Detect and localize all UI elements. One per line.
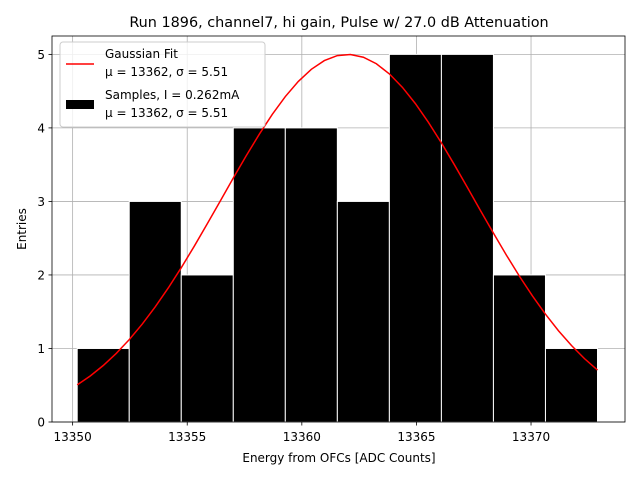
histogram-bar [128, 200, 182, 423]
x-tick-label: 13350 [54, 430, 92, 444]
x-tick-label: 13355 [168, 430, 206, 444]
y-tick-label: 4 [37, 121, 45, 135]
y-axis-ticks: 0 1 2 3 4 5 [37, 48, 52, 430]
histogram-bar [336, 200, 390, 423]
histogram-bar [388, 53, 442, 423]
legend: Gaussian Fit μ = 13362, σ = 5.51 Samples… [59, 41, 266, 128]
legend-fit-stats: μ = 13362, σ = 5.51 [105, 65, 228, 79]
x-tick-label: 13365 [397, 430, 435, 444]
y-axis-label: Entries [15, 208, 29, 250]
histogram-bar [440, 53, 494, 423]
y-tick-label: 5 [37, 48, 45, 62]
legend-fit-label: Gaussian Fit [105, 47, 178, 61]
histogram-bar [76, 347, 130, 423]
chart-title: Run 1896, channel7, hi gain, Pulse w/ 27… [129, 15, 548, 31]
x-tick-label: 13360 [283, 430, 321, 444]
legend-samples-swatch [66, 100, 94, 109]
legend-samples-label: Samples, I = 0.262mA [105, 88, 240, 102]
legend-samples-stats: μ = 13362, σ = 5.51 [105, 106, 228, 120]
y-tick-label: 0 [37, 416, 45, 430]
plot-frame [51, 35, 626, 423]
gaussian-fit [76, 53, 598, 386]
legend-box [59, 41, 266, 128]
y-tick-label: 3 [37, 195, 45, 209]
histogram-bar [544, 347, 598, 423]
fit-curve [76, 53, 598, 386]
histogram-bar [284, 127, 338, 423]
histogram-bar [180, 274, 234, 423]
x-axis-label: Energy from OFCs [ADC Counts] [242, 451, 435, 465]
x-tick-label: 13370 [512, 430, 550, 444]
histogram-bar [492, 274, 546, 423]
y-tick-label: 2 [37, 268, 45, 282]
y-tick-label: 1 [37, 342, 45, 356]
x-axis-ticks: 13350 13355 13360 13365 13370 [54, 422, 550, 444]
histogram-bar [232, 127, 286, 423]
histogram-bars [76, 53, 598, 423]
